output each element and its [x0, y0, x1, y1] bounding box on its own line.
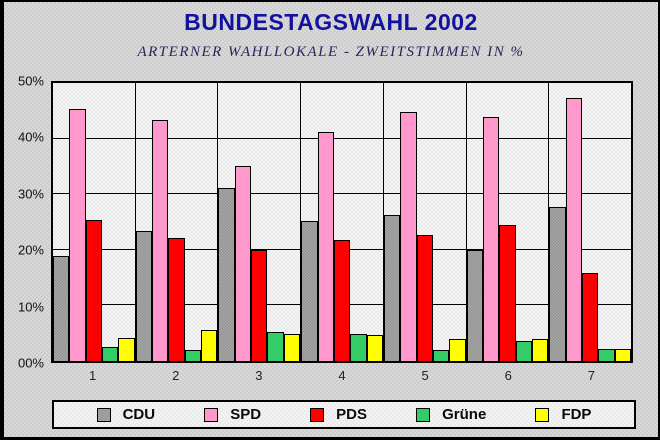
bar-cdu-2: [135, 230, 153, 361]
bar-gruene-7: [598, 348, 615, 361]
bar-cdu-1: [53, 256, 70, 361]
bar-spd-1: [69, 109, 86, 361]
category-column-5: [383, 83, 467, 361]
bar-gruene-1: [102, 347, 119, 361]
category-column-1: [53, 83, 136, 361]
bar-fdp-1: [118, 338, 135, 361]
bar-gruene-3: [267, 332, 284, 361]
y-tick-label: 30%: [17, 186, 44, 202]
bar-cdu-6: [466, 250, 483, 361]
legend-label-pds: PDS: [336, 406, 367, 423]
bar-gruene-5: [432, 350, 450, 361]
y-tick-label: 50%: [17, 73, 44, 89]
gridline-30pct: [53, 193, 631, 195]
bar-pds-2: [168, 237, 185, 361]
legend-item-cdu: CDU: [96, 406, 156, 423]
bar-cdu-3: [218, 188, 235, 361]
bar-pds-7: [582, 273, 599, 361]
bar-fdp-7: [614, 349, 632, 361]
x-tick-label: 6: [504, 368, 512, 383]
x-axis: 1 2 3 4 5 6 7: [51, 368, 633, 384]
legend-label-cdu: CDU: [122, 406, 156, 423]
legend-label-gruene: Grüne: [442, 406, 487, 423]
x-tick-label: 4: [338, 368, 346, 383]
x-tick-label: 3: [255, 368, 263, 383]
y-axis: 00% 10% 20% 30% 40% 50%: [4, 75, 46, 370]
y-tick-label: 00%: [17, 355, 44, 371]
bar-pds-6: [499, 225, 516, 361]
legend-swatch-pds: [310, 407, 325, 422]
plot-area: [51, 81, 633, 363]
bar-gruene-6: [515, 340, 532, 361]
bar-spd-5: [400, 112, 417, 361]
legend-swatch-fdp: [535, 407, 550, 422]
category-column-4: [301, 83, 384, 361]
category-column-6: [466, 83, 550, 361]
bar-gruene-4: [350, 334, 367, 361]
x-tick-label: 2: [172, 368, 180, 383]
bar-cdu-7: [549, 207, 566, 361]
bar-spd-7: [565, 98, 582, 361]
x-tick-label: 7: [587, 368, 596, 383]
x-tick-label: 1: [88, 368, 97, 383]
legend-item-gruene: Grüne: [416, 406, 486, 423]
bar-pds-5: [416, 235, 433, 361]
bar-spd-4: [317, 132, 334, 361]
bar-spd-6: [482, 116, 500, 361]
bar-pds-1: [85, 219, 103, 361]
legend-item-pds: PDS: [310, 406, 367, 423]
bar-spd-2: [152, 119, 169, 361]
y-tick-label: 20%: [17, 242, 44, 258]
category-column-3: [218, 83, 302, 361]
chart-title: BUNDESTAGSWAHL 2002: [184, 9, 478, 35]
gridline-40pct: [53, 137, 631, 139]
bar-fdp-5: [449, 339, 466, 361]
bar-gruene-2: [184, 350, 202, 361]
legend-label-spd: SPD: [230, 406, 262, 423]
bar-spd-3: [234, 165, 252, 361]
chart-subtitle: ARTERNER WAHLLOKALE - ZWEITSTIMMEN IN %: [137, 44, 525, 60]
y-tick-label: 10%: [17, 299, 44, 315]
bar-fdp-2: [201, 330, 218, 361]
y-tick-label: 40%: [17, 129, 44, 145]
legend-item-spd: SPD: [204, 406, 261, 423]
legend-label-fdp: FDP: [561, 406, 592, 423]
bar-cdu-5: [383, 214, 401, 361]
bar-fdp-3: [283, 334, 301, 361]
bar-fdp-4: [366, 334, 383, 361]
x-tick-label: 5: [421, 368, 429, 383]
legend: CDU SPD PDS Grüne FDP: [52, 400, 636, 429]
legend-swatch-spd: [204, 407, 219, 422]
legend-item-fdp: FDP: [535, 406, 591, 423]
bar-pds-3: [251, 250, 268, 361]
legend-swatch-gruene: [416, 407, 431, 422]
legend-swatch-cdu: [96, 407, 111, 422]
bar-cdu-4: [301, 221, 318, 361]
category-column-7: [549, 83, 632, 361]
bar-fdp-6: [531, 339, 549, 361]
category-column-2: [135, 83, 219, 361]
bar-pds-4: [333, 239, 351, 361]
